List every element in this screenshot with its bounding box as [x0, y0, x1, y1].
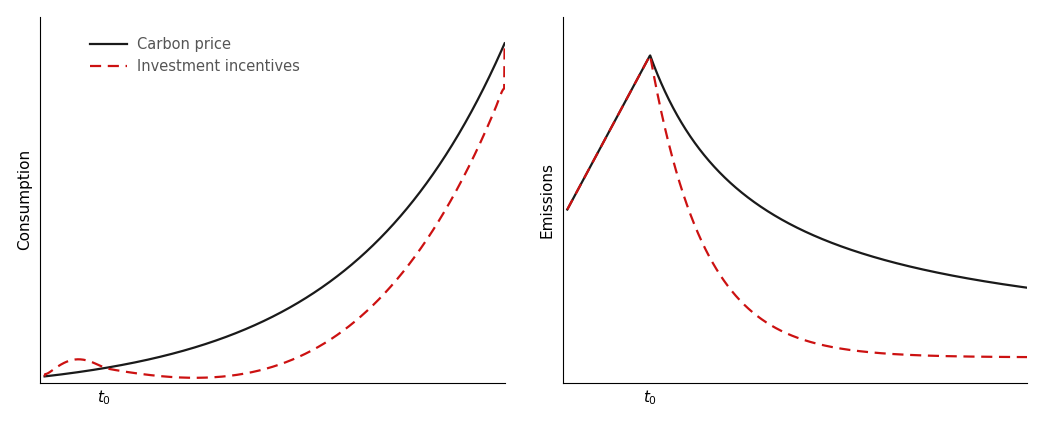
Investment incentives: [39, 374, 51, 379]
Carbon price: [241, 326, 254, 331]
Investment incentives: [86, 360, 98, 365]
Carbon price: [397, 210, 409, 215]
Investment incentives: [406, 258, 419, 263]
Investment incentives: [355, 314, 367, 319]
Investment incentives: [224, 373, 237, 378]
Y-axis label: Consumption: Consumption: [17, 149, 31, 251]
Y-axis label: Emissions: Emissions: [540, 162, 554, 238]
Investment incentives: [398, 268, 410, 273]
Carbon price: [354, 254, 366, 259]
Line: Investment incentives: Investment incentives: [45, 43, 504, 378]
Legend: Carbon price, Investment incentives: Carbon price, Investment incentives: [85, 31, 306, 80]
Carbon price: [405, 200, 418, 205]
Investment incentives: [241, 371, 254, 376]
Carbon price: [86, 368, 98, 373]
Carbon price: [39, 374, 51, 379]
Carbon price: [224, 332, 237, 338]
Line: Carbon price: Carbon price: [45, 43, 504, 377]
Carbon price: [498, 41, 511, 46]
Investment incentives: [189, 375, 201, 380]
Investment incentives: [498, 41, 511, 46]
